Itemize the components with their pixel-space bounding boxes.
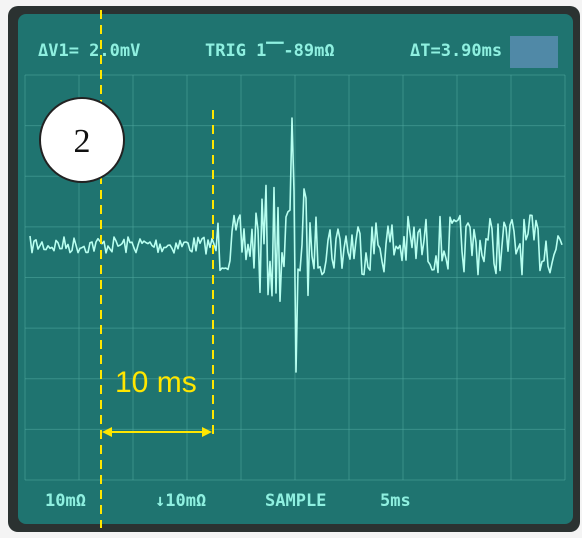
ch1-scale: 10mΩ <box>45 491 86 511</box>
screen-glare <box>510 36 558 68</box>
page: ΔV1= 2.0mV TRIG 1⎺-89mΩ ΔT=3.90ms 10mΩ ↓… <box>0 0 582 538</box>
acq-mode: SAMPLE <box>265 491 326 511</box>
ch2-scale: ↓10mΩ <box>155 491 206 511</box>
delta-t-readout: ΔT=3.90ms <box>410 41 502 61</box>
trigger-readout: TRIG 1⎺-89mΩ <box>205 41 335 61</box>
interval-label: 10 ms <box>115 366 197 399</box>
oscilloscope-photo: ΔV1= 2.0mV TRIG 1⎺-89mΩ ΔT=3.90ms 10mΩ ↓… <box>0 0 582 538</box>
delta-v-readout: ΔV1= 2.0mV <box>38 41 140 61</box>
panel-label: 2 <box>74 123 91 160</box>
time-scale: 5ms <box>380 491 411 511</box>
